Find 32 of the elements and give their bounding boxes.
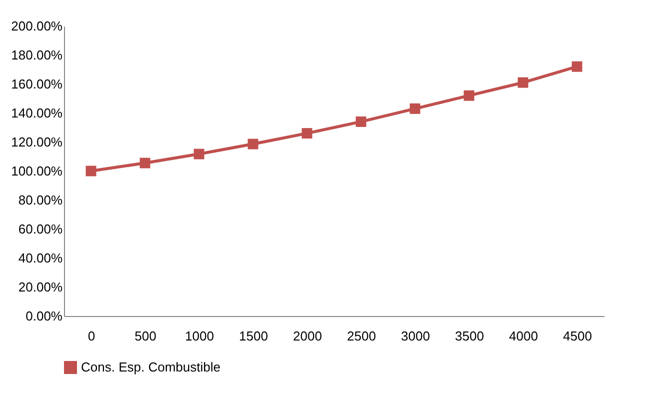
point bbox=[410, 103, 420, 114]
point bbox=[248, 138, 258, 150]
y-tick-label: 80.00% bbox=[18, 192, 63, 208]
y-tick-label: 140.00% bbox=[11, 106, 63, 120]
x-tick-label: 1000 bbox=[185, 328, 214, 344]
point bbox=[572, 61, 582, 72]
point bbox=[356, 116, 366, 127]
y-tick-label: 100.00% bbox=[11, 164, 63, 178]
point bbox=[140, 158, 150, 168]
y-tick-label: 200.00% bbox=[11, 18, 63, 34]
y-tick-label: 20.00% bbox=[18, 280, 63, 294]
point bbox=[518, 77, 528, 88]
point bbox=[302, 128, 312, 139]
x-tick-label: 3500 bbox=[455, 328, 484, 344]
point bbox=[194, 148, 204, 160]
x-tick-label: 2000 bbox=[293, 328, 322, 344]
x-tick-label: 1500 bbox=[239, 328, 268, 344]
x-tick-label: 4500 bbox=[563, 328, 592, 344]
point bbox=[86, 166, 96, 176]
y-tick-label: 180.00% bbox=[11, 48, 63, 62]
x-tick-label: 0 bbox=[88, 328, 96, 344]
x-tick-label: 2500 bbox=[347, 328, 376, 344]
x-tick-label: 3000 bbox=[401, 328, 430, 344]
y-tick-label: 120.00% bbox=[11, 134, 63, 150]
y-tick-label: 40.00% bbox=[18, 250, 63, 266]
x-tick-label: 500 bbox=[134, 328, 156, 344]
y-tick-label: 160.00% bbox=[11, 76, 63, 92]
legend-label: Cons. Esp. Combustible bbox=[81, 360, 220, 374]
point bbox=[464, 90, 474, 101]
x-tick-label: 4000 bbox=[509, 328, 538, 344]
y-tick-label: 0.00% bbox=[26, 308, 63, 324]
y-tick-label: 60.00% bbox=[18, 222, 63, 236]
